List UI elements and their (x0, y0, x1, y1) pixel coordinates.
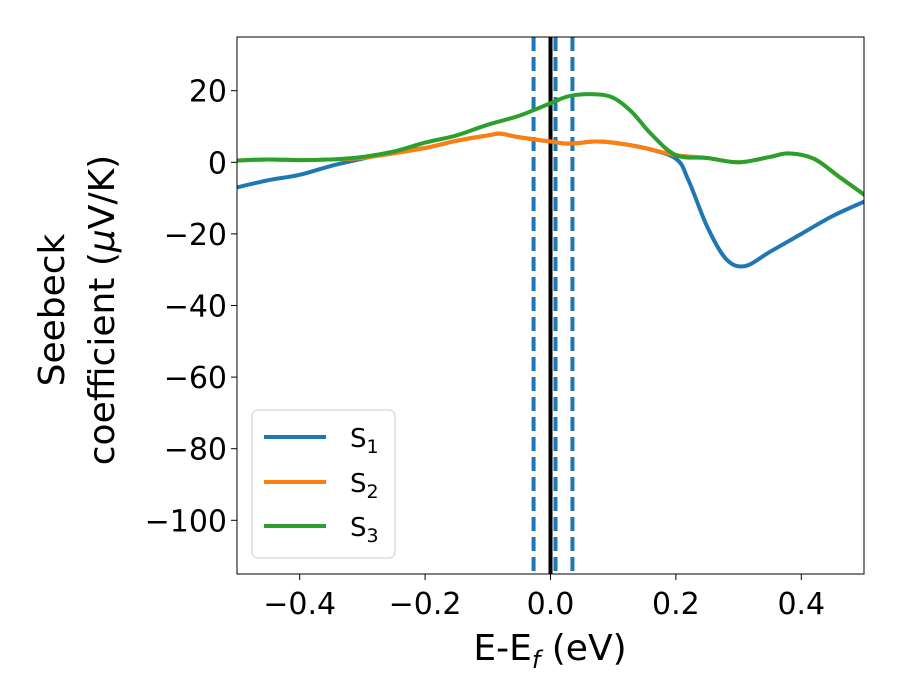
y-axis-title-mu: μ (82, 229, 123, 253)
x-axis-ticks: −0.4 −0.2 0.0 0.2 0.4 (263, 574, 825, 622)
legend-entry-3: S3 (264, 513, 379, 547)
x-tick-label: −0.2 (389, 587, 462, 622)
x-axis-title-main: E-E (473, 628, 531, 669)
y-axis-title-line1: Seebeck (32, 233, 73, 386)
x-tick-label: 0.0 (527, 587, 575, 622)
y-tick-label: −100 (145, 504, 227, 539)
y-axis-title: Seebeck coefficient (μV/K) (32, 155, 123, 465)
legend-label-1-main: S (350, 424, 367, 454)
y-tick-label: −80 (164, 433, 227, 468)
y-axis-title-unit: V/K) (82, 155, 123, 229)
legend-label-3-sub: 3 (367, 525, 379, 547)
x-axis-title-unit: (eV) (540, 628, 626, 669)
x-tick-label: −0.4 (263, 587, 336, 622)
y-tick-label: −60 (164, 361, 227, 396)
x-tick-label: 0.2 (652, 587, 700, 622)
y-tick-label: −20 (164, 218, 227, 253)
legend-label-2: S2 (350, 469, 379, 503)
legend-label-3: S3 (350, 513, 379, 547)
reference-lines (531, 37, 575, 574)
legend-label-1: S1 (350, 424, 379, 458)
y-axis-ticks: 20 0 −20 −40 −60 −80 −100 (145, 75, 237, 539)
legend-label-2-main: S (350, 469, 367, 499)
legend-label-3-main: S (350, 513, 367, 543)
y-axis-title-prefix: coefficient ( (82, 252, 123, 465)
y-tick-label: −40 (164, 290, 227, 325)
y-axis-title-line2: coefficient (μV/K) (82, 155, 123, 465)
legend-entry-1: S1 (264, 424, 379, 458)
series-lines (237, 92, 864, 269)
series-line-3 (237, 92, 864, 197)
x-axis-title: E-Ef (eV) (473, 628, 626, 674)
legend-label-2-sub: 2 (367, 481, 379, 503)
y-tick-label: 20 (189, 75, 227, 110)
y-tick-label: 0 (208, 146, 227, 181)
legend-entry-2: S2 (264, 469, 379, 503)
legend: S1 S2 S3 (251, 409, 396, 559)
x-tick-label: 0.4 (777, 587, 825, 622)
legend-label-1-sub: 1 (367, 436, 379, 458)
